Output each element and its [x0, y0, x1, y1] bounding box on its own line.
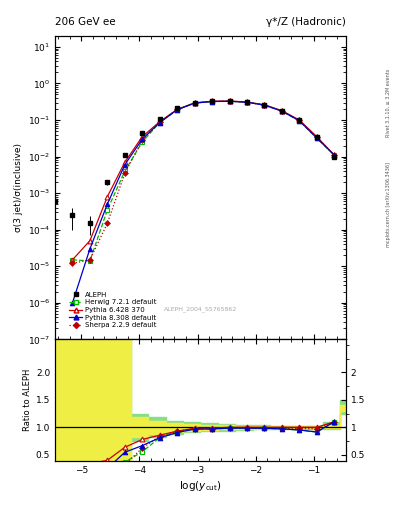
Herwig 7.2.1 default [210, 98, 215, 104]
Pythia 8.308 default [210, 98, 215, 104]
Herwig 7.2.1 default [123, 168, 127, 174]
Line: Pythia 8.308 default: Pythia 8.308 default [70, 99, 337, 305]
Pythia 6.428 370 [105, 194, 110, 200]
Line: Sherpa 2.2.9 default: Sherpa 2.2.9 default [70, 99, 336, 265]
Pythia 8.308 default [70, 300, 75, 306]
Sherpa 2.2.9 default [175, 106, 180, 113]
Pythia 8.308 default [88, 246, 92, 252]
Herwig 7.2.1 default [175, 106, 180, 113]
Herwig 7.2.1 default [88, 258, 92, 264]
X-axis label: $\log(y_\mathrm{cut})$: $\log(y_\mathrm{cut})$ [179, 479, 222, 493]
Pythia 6.428 370 [70, 257, 75, 263]
Herwig 7.2.1 default [227, 98, 232, 104]
Pythia 6.428 370 [88, 238, 92, 244]
Pythia 6.428 370 [244, 99, 249, 105]
Sherpa 2.2.9 default [88, 257, 92, 263]
Pythia 8.308 default [105, 201, 110, 207]
Pythia 8.308 default [297, 118, 302, 124]
Line: Pythia 6.428 370: Pythia 6.428 370 [70, 99, 337, 262]
Line: Herwig 7.2.1 default: Herwig 7.2.1 default [70, 99, 336, 263]
Pythia 8.308 default [175, 106, 180, 113]
Pythia 6.428 370 [314, 134, 319, 140]
Y-axis label: Ratio to ALEPH: Ratio to ALEPH [23, 369, 31, 431]
Pythia 8.308 default [262, 102, 267, 108]
Herwig 7.2.1 default [262, 102, 267, 108]
Text: Rivet 3.1.10, ≥ 3.2M events: Rivet 3.1.10, ≥ 3.2M events [386, 68, 391, 137]
Pythia 6.428 370 [123, 159, 127, 165]
Text: 206 GeV ee: 206 GeV ee [55, 17, 116, 27]
Herwig 7.2.1 default [297, 118, 302, 124]
Herwig 7.2.1 default [70, 257, 75, 263]
Pythia 6.428 370 [192, 100, 197, 106]
Pythia 8.308 default [332, 152, 336, 158]
Y-axis label: σ(3 jet)/σ(inclusive): σ(3 jet)/σ(inclusive) [15, 143, 24, 232]
Pythia 8.308 default [157, 119, 162, 125]
Sherpa 2.2.9 default [332, 152, 336, 158]
Herwig 7.2.1 default [244, 99, 249, 105]
Pythia 6.428 370 [332, 152, 336, 158]
Sherpa 2.2.9 default [157, 119, 162, 125]
Pythia 8.308 default [279, 108, 284, 114]
Sherpa 2.2.9 default [279, 108, 284, 114]
Pythia 6.428 370 [157, 119, 162, 125]
Sherpa 2.2.9 default [123, 170, 127, 176]
Herwig 7.2.1 default [332, 152, 336, 158]
Sherpa 2.2.9 default [140, 137, 145, 143]
Pythia 6.428 370 [140, 134, 145, 140]
Legend: ALEPH, Herwig 7.2.1 default, Pythia 6.428 370, Pythia 8.308 default, Sherpa 2.2.: ALEPH, Herwig 7.2.1 default, Pythia 6.42… [67, 290, 158, 330]
Text: ALEPH_2004_S5765862: ALEPH_2004_S5765862 [164, 306, 237, 312]
Pythia 6.428 370 [297, 117, 302, 123]
Sherpa 2.2.9 default [297, 117, 302, 123]
Pythia 6.428 370 [227, 98, 232, 104]
Pythia 6.428 370 [175, 106, 180, 113]
Pythia 8.308 default [244, 99, 249, 105]
Pythia 8.308 default [314, 135, 319, 141]
Pythia 6.428 370 [279, 108, 284, 114]
Pythia 8.308 default [192, 100, 197, 106]
Sherpa 2.2.9 default [70, 260, 75, 266]
Sherpa 2.2.9 default [210, 98, 215, 104]
Text: mcplots.cern.ch [arXiv:1306.3436]: mcplots.cern.ch [arXiv:1306.3436] [386, 162, 391, 247]
Pythia 6.428 370 [262, 102, 267, 108]
Herwig 7.2.1 default [314, 135, 319, 141]
Sherpa 2.2.9 default [244, 99, 249, 105]
Pythia 8.308 default [227, 98, 232, 104]
Sherpa 2.2.9 default [192, 100, 197, 106]
Herwig 7.2.1 default [279, 108, 284, 114]
Herwig 7.2.1 default [192, 100, 197, 106]
Pythia 6.428 370 [210, 98, 215, 104]
Pythia 8.308 default [123, 162, 127, 168]
Herwig 7.2.1 default [140, 139, 145, 145]
Text: γ*/Z (Hadronic): γ*/Z (Hadronic) [266, 17, 346, 27]
Sherpa 2.2.9 default [105, 220, 110, 226]
Herwig 7.2.1 default [105, 207, 110, 213]
Sherpa 2.2.9 default [314, 134, 319, 140]
Sherpa 2.2.9 default [227, 98, 232, 104]
Pythia 8.308 default [140, 136, 145, 142]
Sherpa 2.2.9 default [262, 102, 267, 108]
Herwig 7.2.1 default [157, 119, 162, 125]
